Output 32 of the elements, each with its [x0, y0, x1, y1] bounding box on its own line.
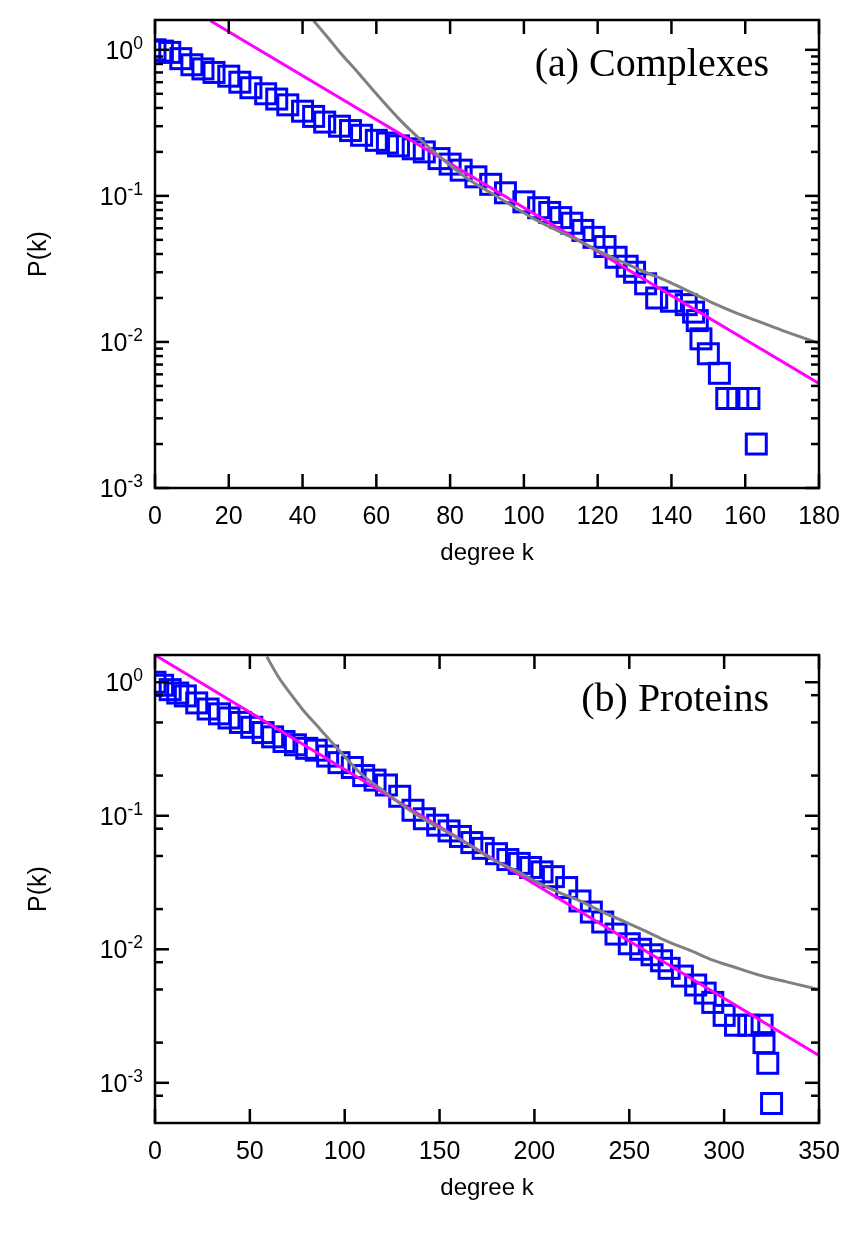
x-tick-label: 300: [703, 1136, 745, 1164]
y-axis-title: P(k): [23, 231, 51, 277]
x-tick-label: 0: [148, 1136, 162, 1164]
y-tick-label: 10$^{0}$: [105, 665, 144, 697]
x-tick-label: 0: [148, 501, 162, 529]
y-tick-label: 10$^{-3}$: [99, 1065, 143, 1097]
y-tick-label: 10$^{0}$: [105, 32, 144, 64]
x-axis-title: degree k: [440, 1173, 535, 1200]
x-tick-label: 200: [513, 1136, 556, 1164]
x-tick-label: 350: [798, 1136, 840, 1164]
text: (a) Complexes: [534, 40, 769, 85]
x-tick-label: 20: [214, 501, 243, 529]
x-tick-label: 160: [724, 501, 767, 529]
y-axis-title: P(k): [23, 866, 51, 912]
x-tick-label: 50: [235, 1136, 264, 1164]
x-tick-label: 60: [362, 501, 391, 529]
x-tick-label: 80: [436, 501, 465, 529]
x-tick-label: 250: [608, 1136, 651, 1164]
x-axis-title: degree k: [440, 538, 535, 565]
y-tick-label: 10$^{-2}$: [99, 932, 143, 964]
y-tick-label: 10$^{-1}$: [99, 798, 143, 830]
y-tick-label: 10$^{-1}$: [99, 178, 143, 210]
x-tick-label: 100: [323, 1136, 366, 1164]
x-tick-label: 180: [798, 501, 840, 529]
text: (b) Proteins: [581, 675, 769, 720]
x-tick-label: 40: [288, 501, 317, 529]
x-tick-label: 140: [650, 501, 693, 529]
x-tick-label: 100: [503, 501, 545, 529]
y-tick-label: 10$^{-3}$: [99, 471, 143, 502]
x-tick-label: 150: [418, 1136, 461, 1164]
y-tick-label: 10$^{-2}$: [99, 324, 143, 356]
x-tick-label: 120: [576, 501, 619, 529]
